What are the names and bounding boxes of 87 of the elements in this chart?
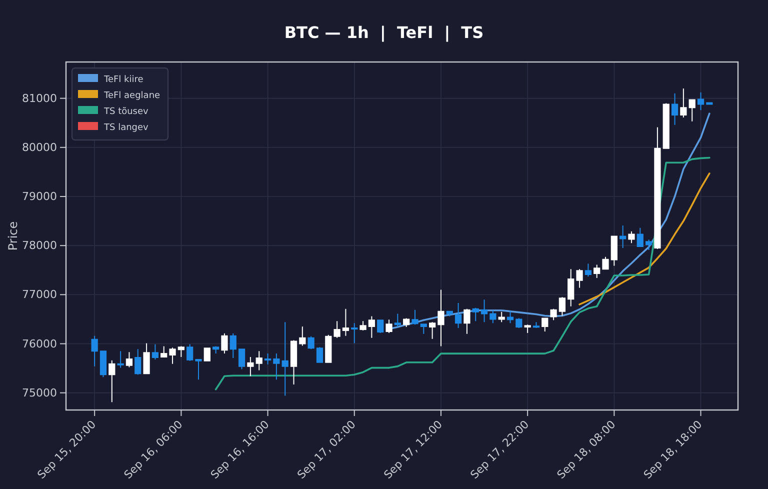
line-series <box>578 172 710 306</box>
candlestick <box>490 310 496 324</box>
y-tick-label: 77000 <box>22 288 57 302</box>
candlestick <box>100 350 107 378</box>
candlestick <box>308 336 314 350</box>
candlestick <box>568 268 574 307</box>
candlestick <box>91 335 98 367</box>
y-tick-label: 75000 <box>22 386 57 400</box>
candlestick <box>368 316 376 338</box>
candlestick <box>221 332 228 354</box>
candlestick <box>524 324 531 334</box>
candlestick <box>351 322 358 344</box>
candlestick <box>671 92 678 126</box>
candlestick <box>195 358 202 380</box>
candlestick <box>143 342 150 374</box>
y-tick-label: 76000 <box>22 337 57 350</box>
candlestick <box>412 309 418 326</box>
candlestick <box>542 317 548 332</box>
candlestick <box>108 360 116 403</box>
candlestick <box>325 334 332 364</box>
candlestick <box>594 264 600 278</box>
candlestick <box>576 268 583 288</box>
candlestick <box>506 310 514 324</box>
candlestick <box>654 126 661 250</box>
candlestick <box>212 346 220 354</box>
candlestick <box>420 324 427 334</box>
line-series <box>214 156 710 390</box>
candlestick <box>394 313 401 328</box>
candlestick <box>532 322 540 329</box>
y-tick-label: 79000 <box>22 190 57 204</box>
candlestick <box>628 230 635 244</box>
candlestick <box>160 346 168 358</box>
candlestick <box>342 308 350 336</box>
candlestick <box>204 348 210 362</box>
candlestick <box>316 346 324 364</box>
candlestick <box>688 99 696 122</box>
candlestick <box>334 320 340 338</box>
candlestick <box>178 346 184 358</box>
legend-label: TeFl kiire <box>103 75 144 85</box>
candlestick <box>238 348 246 370</box>
candlestick <box>264 353 272 365</box>
candlestick <box>230 332 236 358</box>
candlestick <box>299 326 306 346</box>
candlestick <box>377 319 384 334</box>
candlestick <box>360 320 366 331</box>
candlestick <box>480 299 488 323</box>
candlestick <box>186 344 194 362</box>
candlestick <box>454 302 462 329</box>
candlestick <box>620 224 626 249</box>
candlestick <box>152 344 159 360</box>
candlestick <box>610 235 618 266</box>
candlestick <box>472 307 479 322</box>
candlestick <box>290 340 298 385</box>
candlestick <box>602 256 609 270</box>
chart-title: BTC — 1h | TeFl | TS <box>284 23 484 42</box>
candlestick <box>282 322 288 396</box>
candlestick <box>498 311 505 323</box>
legend-label: TS tõusev <box>103 107 150 117</box>
candlestick <box>446 310 453 317</box>
candlestick <box>247 356 254 377</box>
candlestick <box>697 92 704 111</box>
candlestick <box>126 352 133 368</box>
candlestick <box>169 347 176 364</box>
candlestick <box>134 348 142 376</box>
candlestick <box>403 318 410 328</box>
candlestick <box>550 308 557 321</box>
y-axis-title: Price <box>6 221 20 251</box>
candlestick <box>706 102 713 105</box>
candlestick <box>558 296 566 316</box>
y-tick-label: 80000 <box>22 140 57 154</box>
candlestick <box>464 308 470 334</box>
legend-label: TS langev <box>103 123 150 133</box>
candlestick <box>428 322 436 340</box>
candlestick <box>273 353 280 380</box>
candlestick <box>117 350 124 368</box>
candlestick <box>256 350 262 371</box>
candlestick <box>680 88 687 118</box>
legend-label: TeFl aeglane <box>103 91 161 101</box>
candlestick <box>584 263 592 277</box>
candlestick <box>438 289 444 347</box>
y-tick-label: 78000 <box>22 239 57 252</box>
candlestick <box>662 102 670 149</box>
candlestick <box>636 227 644 248</box>
candlestick <box>516 318 522 329</box>
candlestick <box>645 239 652 250</box>
y-tick-label: 81000 <box>22 92 57 105</box>
candlestick <box>386 319 392 334</box>
